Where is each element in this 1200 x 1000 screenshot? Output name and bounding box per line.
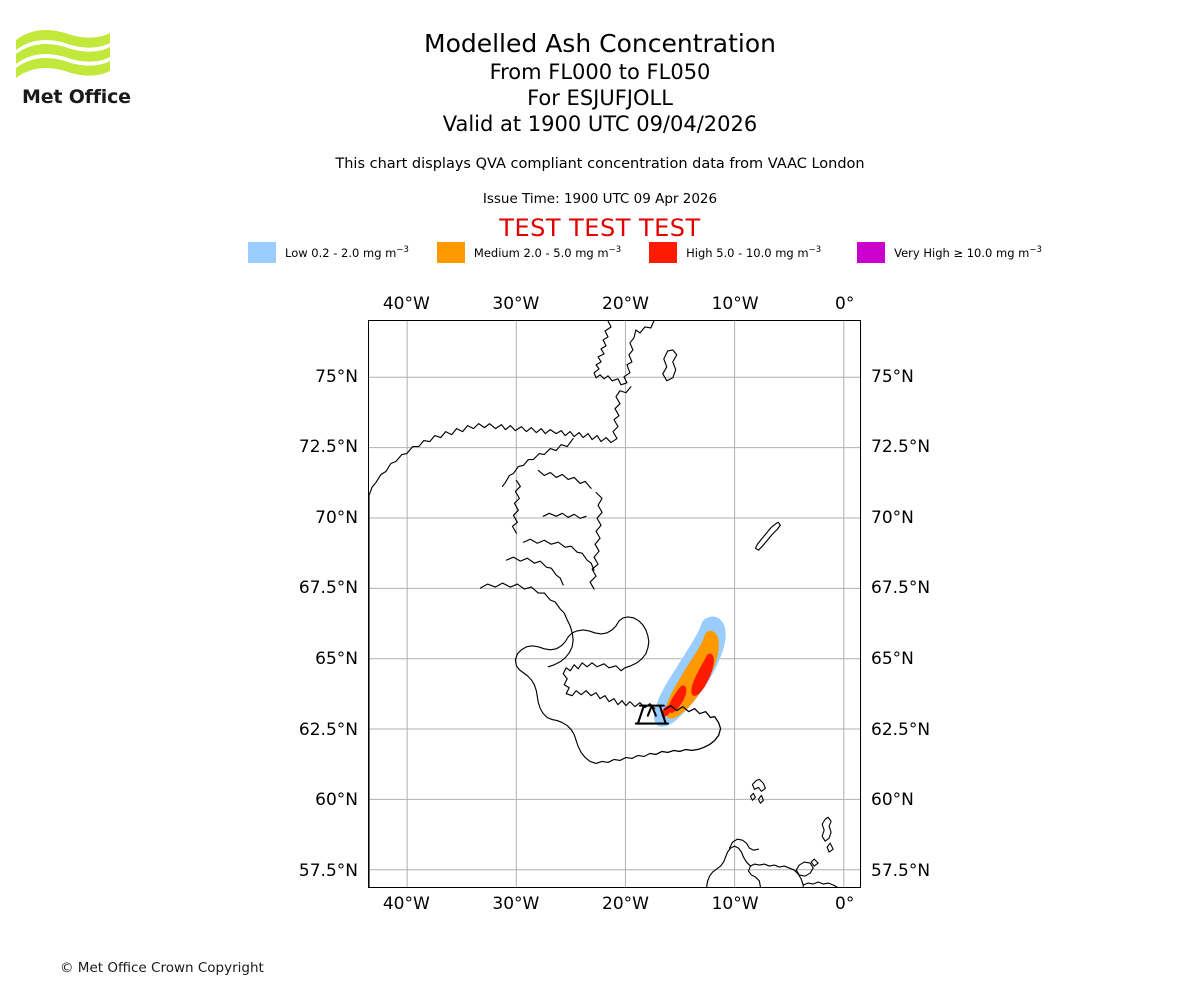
lat-tick-left-67.5n: 67.5°N [298, 578, 358, 599]
coastline-greenland-peninsula [589, 491, 603, 590]
legend-entry-very-high: Very High ≥ 10.0 mg m−3 [857, 241, 1042, 263]
lon-tick-top-10w: 10°W [711, 294, 759, 314]
copyright-notice: © Met Office Crown Copyright [60, 960, 264, 976]
legend-entry-high: High 5.0 - 10.0 mg m−3 [649, 241, 821, 263]
coastline-iceland-overlay [649, 705, 722, 756]
coastline-scotland [706, 838, 838, 887]
concentration-legend: Low 0.2 - 2.0 mg m−3 Medium 2.0 - 5.0 mg… [248, 240, 1042, 264]
map-gridlines [369, 321, 860, 887]
issue-time-label: Issue Time: 1900 UTC 09 Apr 2026 [482, 191, 718, 207]
coastline-greenland-bay [542, 512, 587, 519]
legend-swatch-medium [436, 241, 465, 263]
ash-plume-high-contour [661, 653, 714, 717]
coastline-iceland [514, 616, 722, 765]
coastline-orkney [795, 858, 819, 877]
coastline-shetland [821, 816, 834, 853]
lon-tick-bottom-0: 0° [835, 894, 855, 914]
lat-tick-right-67.5n: 67.5°N [871, 578, 931, 599]
lat-tick-left-60n: 60°N [315, 790, 358, 811]
title-flight-levels: From FL000 to FL050 [489, 60, 711, 84]
legend-label-low: Low 0.2 - 2.0 mg m−3 [285, 244, 409, 260]
map-plot-area: 40°W 30°W 20°W 10°W 0° 40°W 30°W 20°W 10… [299, 294, 930, 914]
map-frame[interactable] [368, 320, 861, 888]
legend-swatch-very-high [857, 241, 886, 263]
title-volcano-name: For ESJUFJOLL [527, 86, 673, 110]
lat-tick-right-72.5n: 72.5°N [871, 437, 931, 458]
lon-tick-top-20w: 20°W [602, 294, 649, 314]
legend-label-medium: Medium 2.0 - 5.0 mg m−3 [473, 244, 622, 260]
test-banner: TEST TEST TEST [499, 214, 701, 242]
lat-tick-right-75n: 75°N [871, 366, 914, 387]
lon-tick-bottom-10w: 10°W [711, 894, 759, 914]
qva-subtitle: This chart displays QVA compliant concen… [335, 156, 865, 172]
volcano-marker[interactable] [634, 704, 669, 725]
legend-entry-medium: Medium 2.0 - 5.0 mg m−3 [436, 241, 622, 263]
lon-tick-bottom-40w: 40°W [382, 894, 430, 914]
legend-label-very-high: Very High ≥ 10.0 mg m−3 [894, 244, 1042, 260]
coastline-faroe-islands [749, 778, 766, 804]
lon-tick-top-30w: 30°W [492, 294, 540, 314]
coastline-greenland-isle-a [662, 349, 678, 382]
met-office-wave-mark [16, 30, 110, 78]
chart-title-block: Modelled Ash Concentration From FL000 to… [0, 28, 1200, 137]
coastline-greenland-fjord-2 [511, 479, 521, 534]
lat-tick-left-72.5n: 72.5°N [298, 437, 358, 458]
page-title: Modelled Ash Concentration [424, 29, 776, 58]
met-office-wordmark: Met Office [22, 86, 131, 108]
lat-tick-left-57.5n: 57.5°N [298, 860, 358, 881]
legend-swatch-low [248, 241, 276, 263]
lon-tick-top-0: 0° [835, 294, 855, 314]
lat-tick-left-62.5n: 62.5°N [298, 719, 358, 740]
coastline-greenland-fjord-3 [537, 469, 592, 489]
coastline-greenland-south [522, 538, 595, 571]
lat-tick-left-65n: 65°N [315, 648, 358, 669]
lat-tick-right-57.5n: 57.5°N [871, 860, 931, 881]
lat-tick-right-62.5n: 62.5°N [871, 719, 931, 740]
lat-tick-right-70n: 70°N [871, 507, 914, 528]
lon-tick-bottom-30w: 30°W [492, 894, 540, 914]
coastline-greenland-main [369, 386, 632, 887]
met-office-logo: Met Office [12, 26, 132, 114]
coastline-greenland-fjord-1 [501, 438, 574, 487]
coastline-greenland [593, 321, 655, 386]
lat-tick-right-60n: 60°N [871, 790, 914, 811]
legend-entry-low: Low 0.2 - 2.0 mg m−3 [248, 241, 409, 263]
lat-tick-left-75n: 75°N [315, 366, 358, 387]
lon-tick-bottom-20w: 20°W [602, 894, 649, 914]
legend-label-high: High 5.0 - 10.0 mg m−3 [686, 244, 822, 260]
map-canvas [369, 321, 860, 887]
coastline-greenland-tip [479, 582, 574, 668]
title-valid-time: Valid at 1900 UTC 09/04/2026 [442, 112, 758, 136]
legend-swatch-high [649, 241, 678, 263]
coastline-jan-mayen [754, 521, 781, 551]
lon-tick-top-40w: 40°W [382, 294, 430, 314]
lat-tick-right-65n: 65°N [871, 648, 914, 669]
lat-tick-left-70n: 70°N [315, 507, 358, 528]
coastlines [369, 321, 678, 887]
coastline-greenland-fjord-4 [505, 556, 564, 586]
